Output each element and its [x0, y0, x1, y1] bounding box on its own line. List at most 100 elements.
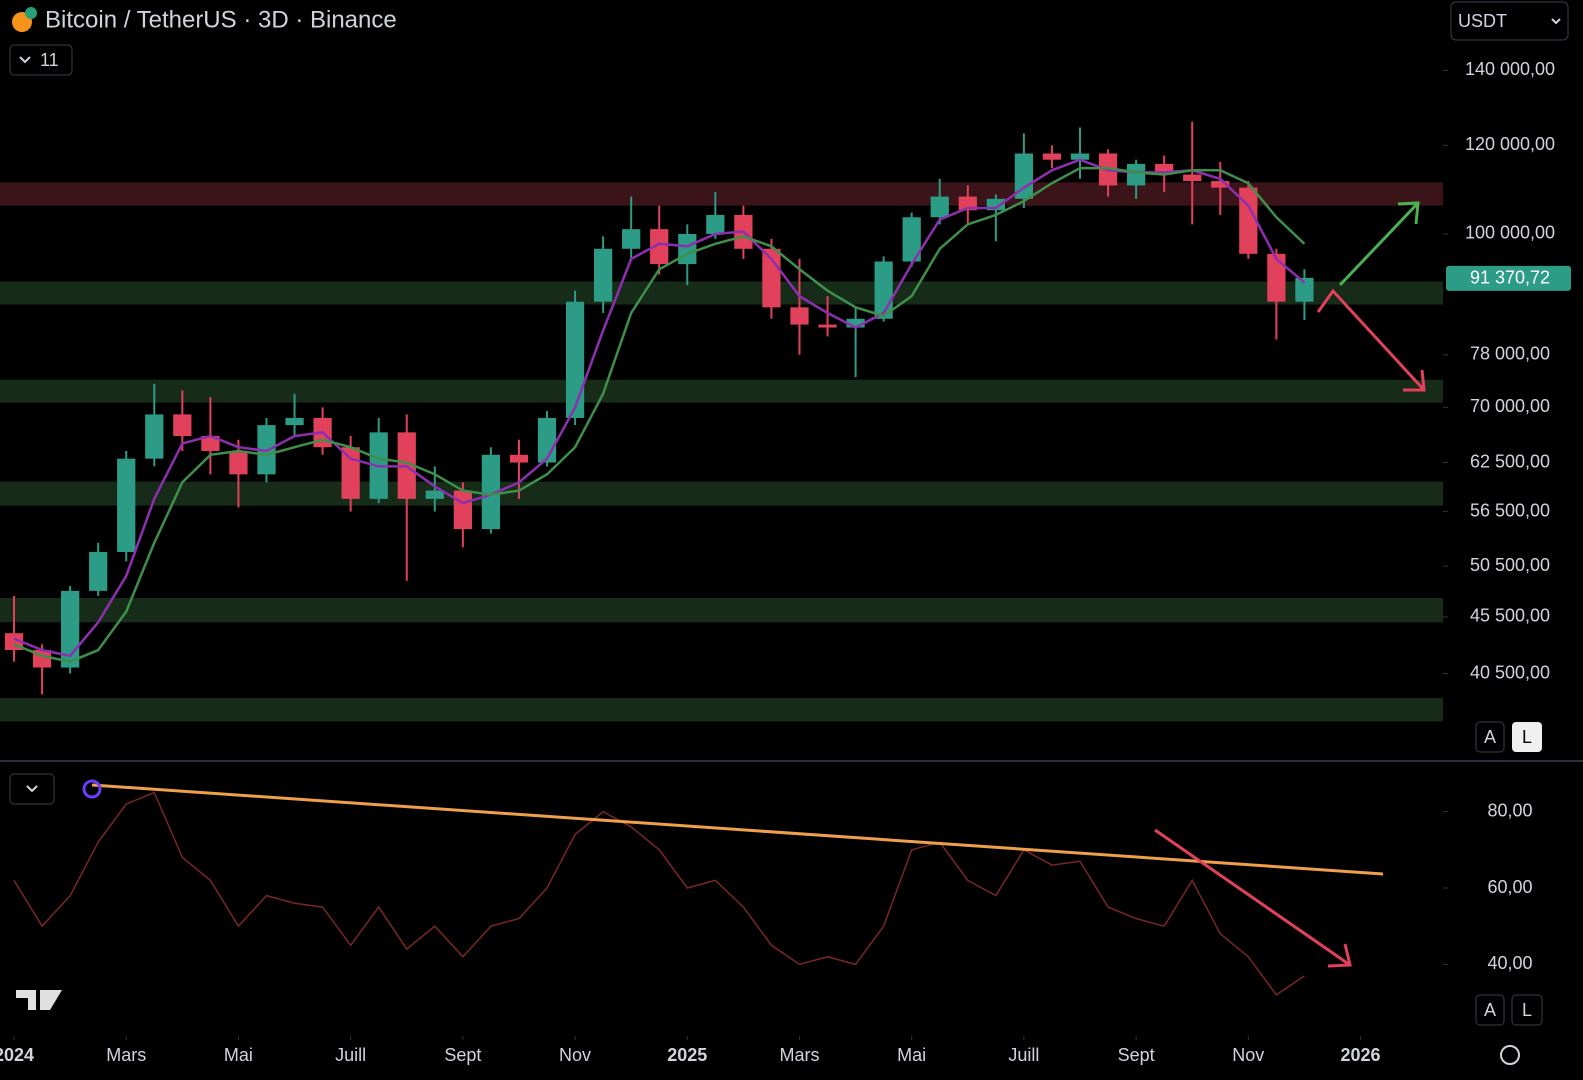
drawing-handle: [82, 779, 102, 799]
y-tick-label: 45 500,00: [1470, 606, 1550, 626]
candle-body: [790, 307, 809, 325]
candle-body: [61, 590, 80, 668]
x-tick-label: 2026: [1341, 1045, 1381, 1065]
candle-body: [145, 414, 164, 459]
candle-body: [481, 454, 501, 530]
y-tick-label: 40,00: [1487, 953, 1532, 973]
indicator-count: 11: [40, 50, 59, 70]
log-scale-button[interactable]: [1512, 722, 1542, 752]
y-tick-label: 60,00: [1487, 877, 1532, 897]
candle-body: [453, 490, 472, 530]
x-tick-label: Juill: [1008, 1045, 1039, 1065]
candle-body: [650, 229, 669, 265]
y-tick-label: 120 000,00: [1465, 134, 1555, 154]
zone-band: [0, 379, 1443, 403]
candle-body: [1183, 174, 1202, 182]
logo: [16, 990, 62, 1010]
candle-body: [594, 248, 613, 302]
candle-body: [1239, 187, 1258, 254]
trend-line: [91, 783, 1384, 876]
candle-body: [930, 196, 949, 218]
x-tick-label: Mai: [897, 1045, 926, 1065]
moving-average: [13, 158, 1306, 658]
y-tick-label: 40 500,00: [1470, 662, 1550, 682]
x-tick-label: Nov: [1232, 1045, 1264, 1065]
candle-body: [1070, 153, 1090, 160]
y-tick-label: 100 000,00: [1465, 223, 1555, 243]
chevron-icon: [26, 785, 38, 793]
x-tick-label: Mai: [224, 1045, 253, 1065]
y-tick-label: 56 500,00: [1470, 500, 1550, 520]
bands: [0, 182, 1443, 722]
rsi-line: [13, 791, 1305, 996]
currency-select[interactable]: [1450, 1, 1569, 41]
auto-scale-button[interactable]: [1475, 721, 1505, 753]
y-tick-label: 70 000,00: [1470, 396, 1550, 416]
moving-average: [13, 166, 1306, 663]
candle-body: [201, 436, 220, 451]
candle-body: [1211, 181, 1230, 188]
candle-body: [285, 417, 304, 426]
candle-body: [1267, 253, 1286, 302]
x-tick-label: Sept: [444, 1045, 481, 1065]
candle-body: [1126, 163, 1146, 186]
x-tick-label: 2025: [667, 1045, 707, 1065]
candle-body: [1014, 153, 1034, 199]
x-tick-label: 2024: [0, 1045, 34, 1065]
up-arrow: [1338, 201, 1420, 287]
zone-band: [0, 481, 1443, 506]
zone-band: [0, 598, 1443, 623]
auto-scale-label: A: [1484, 1000, 1496, 1020]
candle-body: [818, 324, 837, 328]
candle-body: [622, 229, 641, 249]
settings-icon[interactable]: [1500, 1045, 1520, 1065]
quote-icon: [25, 7, 37, 19]
currency-label: USDT: [1458, 11, 1507, 31]
chevron-icon: [19, 56, 31, 64]
candle-body: [678, 233, 697, 265]
candle-body: [229, 450, 248, 475]
candle-body: [509, 454, 529, 463]
zone-band: [0, 182, 1443, 206]
zone-band: [0, 698, 1443, 722]
auto-scale-button[interactable]: [1475, 994, 1505, 1026]
indicator-toggle[interactable]: [9, 44, 73, 76]
chevron-icon: [1551, 18, 1561, 25]
candle-body: [425, 490, 444, 499]
auto-scale-label: A: [1484, 727, 1496, 747]
candle-body: [1042, 153, 1062, 160]
zone-band: [0, 281, 1443, 305]
symbol-title: Bitcoin / TetherUS · 3D · Binance: [45, 6, 397, 33]
log-scale-label: L: [1522, 727, 1532, 747]
y-tick-label: 80,00: [1487, 800, 1532, 820]
candle-body: [537, 417, 557, 463]
candle-body: [173, 414, 192, 437]
log-scale-label: L: [1522, 1000, 1532, 1020]
y-tick-label: 62 500,00: [1470, 451, 1550, 471]
log-scale-button[interactable]: [1511, 994, 1543, 1026]
down-arrow: [1154, 828, 1352, 968]
candle-body: [117, 458, 136, 552]
pane-toggle[interactable]: [9, 773, 55, 805]
x-tick-label: Mars: [106, 1045, 146, 1065]
candle-body: [565, 301, 585, 418]
candle-body: [1155, 163, 1174, 175]
candle-body: [341, 447, 360, 499]
y-tick-label: 140 000,00: [1465, 59, 1555, 79]
x-tick-label: Sept: [1118, 1045, 1155, 1065]
candle-body: [706, 214, 725, 234]
candle-body: [89, 551, 108, 591]
candle-body: [1295, 277, 1314, 302]
plot: 91 370,72 140 000,00 120 000,00 100 000,00 7…: [0, 59, 1571, 1065]
x-tick-label: Nov: [559, 1045, 591, 1065]
last-price-box: [1446, 265, 1571, 291]
y-tick-label: 78 000,00: [1470, 344, 1550, 364]
down-arrow: [1316, 288, 1426, 392]
last-price-label: 91 370,72: [1470, 268, 1550, 288]
y-tick-label: 50 500,00: [1470, 555, 1550, 575]
candle-body: [986, 198, 1005, 211]
x-tick-label: Juill: [335, 1045, 366, 1065]
candle-body: [846, 318, 865, 328]
x-tick-label: Mars: [779, 1045, 819, 1065]
